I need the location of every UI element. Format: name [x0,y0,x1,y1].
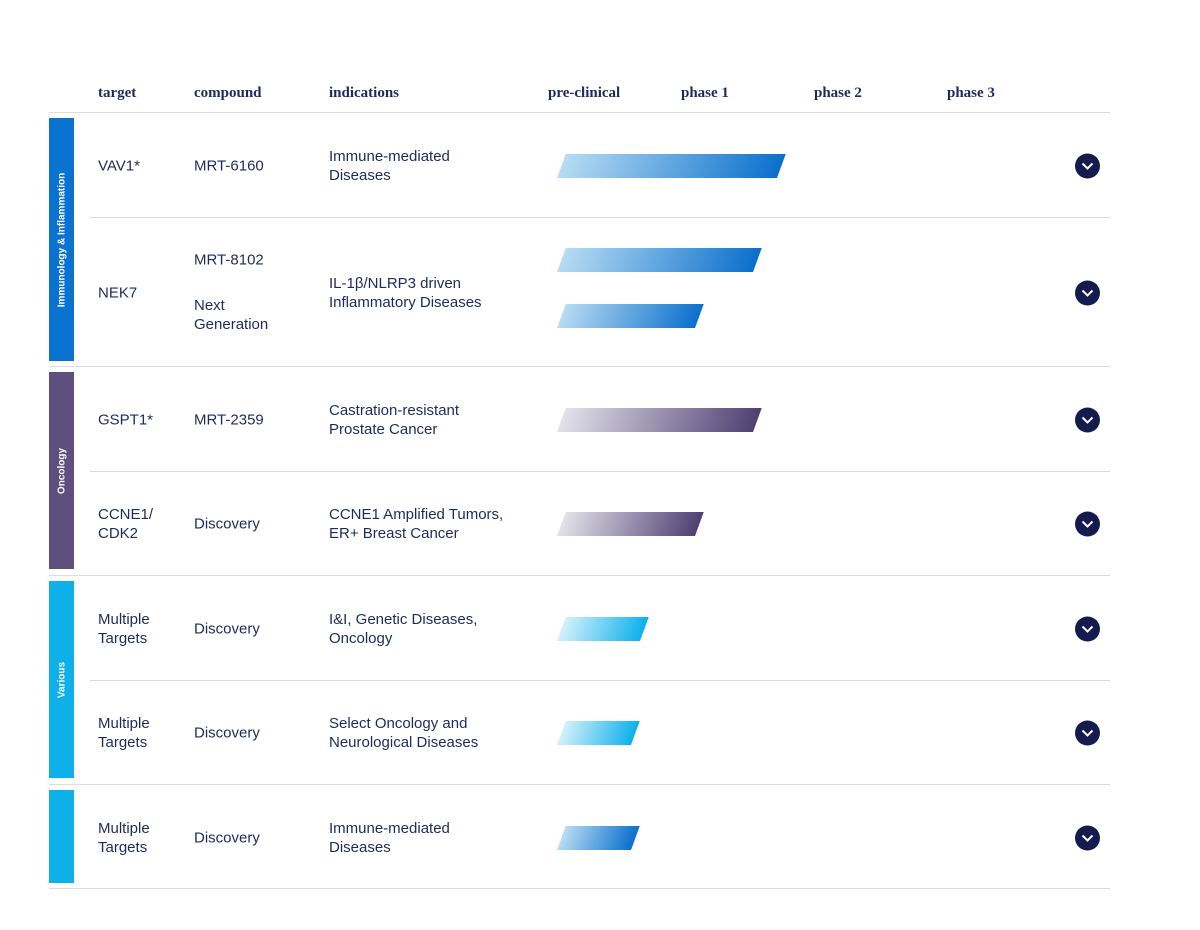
row-compound: MRT-8102 [194,251,264,269]
row-compound-next: Next Generation [194,297,269,333]
row-divider [90,217,1110,218]
progress-bar [557,304,704,328]
progress-bar [557,154,786,178]
row-divider [49,888,1110,889]
row-compound: Discovery [194,724,260,742]
row-target: Multiple Targets [98,611,150,647]
row-indication: I&I, Genetic Diseases, Oncology [329,611,478,647]
row-compound: Discovery [194,829,260,847]
row-divider [49,575,1110,576]
row-indication: Immune-mediated Diseases [329,148,450,184]
header-preclinical: pre-clinical [548,85,621,101]
progress-bar [557,248,762,272]
row-indication: Castration-resistant Prostate Cancer [329,402,460,438]
header-compound: compound [194,85,262,101]
row-indication: Immune-mediated Diseases [329,820,450,856]
progress-bar [557,617,649,641]
chevron-down-icon [1081,416,1094,424]
row-target: Multiple Targets [98,715,150,751]
header-indications: indications [329,85,400,101]
row-divider [90,471,1110,472]
expand-button[interactable] [1075,153,1100,179]
category-oncology: Oncology [49,372,74,569]
header-divider [49,112,1110,113]
row-divider [90,680,1110,681]
row-divider [49,784,1110,785]
category-label: Immunology & Inflammation [56,172,67,307]
row-indication: CCNE1 Amplified Tumors, ER+ Breast Cance… [329,506,504,542]
row-target: NEK7 [98,284,138,302]
row-indication: Select Oncology and Neurological Disease… [329,715,479,751]
progress-bar [557,826,640,850]
chevron-down-icon [1081,834,1094,842]
header-target: target [98,85,137,101]
chevron-down-icon [1081,162,1094,170]
progress-bar [557,721,640,745]
chevron-down-icon [1081,625,1094,633]
progress-bar [557,408,762,432]
expand-button[interactable] [1075,280,1100,306]
row-target: GSPT1* [98,411,154,429]
category-unlabeled [49,790,74,883]
expand-button[interactable] [1075,407,1100,433]
row-target: CCNE1/ CDK2 [98,506,154,542]
category-various: Various [49,581,74,778]
progress-bar [557,512,704,536]
row-compound: MRT-2359 [194,411,264,429]
expand-button[interactable] [1075,616,1100,642]
row-target: VAV1* [98,157,140,175]
category-label: Oncology [56,447,67,494]
category-immunology: Immunology & Inflammation [49,118,74,361]
header-phase2: phase 2 [814,85,862,101]
row-compound: Discovery [194,620,260,638]
expand-button[interactable] [1075,720,1100,746]
expand-button[interactable] [1075,825,1100,851]
row-compound: MRT-6160 [194,157,264,175]
row-target: Multiple Targets [98,820,150,856]
expand-button[interactable] [1075,511,1100,537]
row-compound: Discovery [194,515,260,533]
category-label: Various [56,661,67,698]
row-indication: IL-1β/NLRP3 driven Inflammatory Diseases [329,275,482,311]
chevron-down-icon [1081,520,1094,528]
chevron-down-icon [1081,729,1094,737]
header-phase1: phase 1 [681,85,729,101]
row-divider [49,366,1110,367]
header-phase3: phase 3 [947,85,995,101]
chevron-down-icon [1081,289,1094,297]
